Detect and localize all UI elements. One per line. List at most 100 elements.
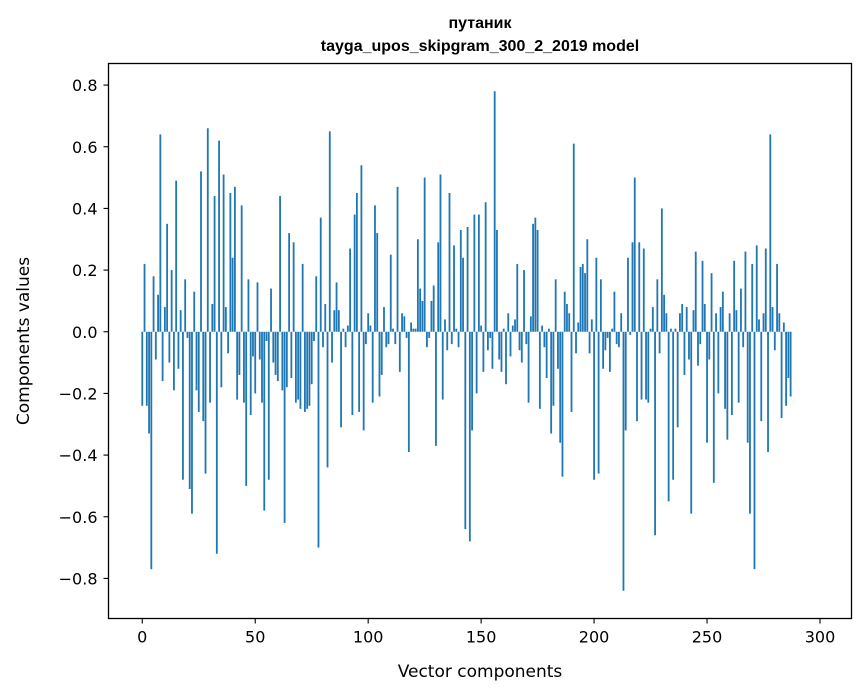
bar [699,331,702,345]
bar [620,313,623,332]
bar [410,322,413,332]
bar [243,331,245,403]
bar [631,242,634,332]
bar [385,331,388,348]
bar [150,331,153,570]
bar [548,328,550,332]
bar [581,263,584,332]
bar [749,331,751,514]
bar [505,331,507,385]
bar [306,331,309,409]
bar [566,304,568,332]
bar [730,331,733,415]
bar [389,254,392,332]
bar [308,331,311,406]
bar [593,331,595,480]
plot-area-frame [107,62,853,620]
bar [480,325,483,332]
bar [532,223,534,332]
bar [728,313,731,332]
bar [692,310,695,332]
bar-series [141,91,792,591]
bar [595,257,598,332]
y-axis-ticks: −0.8 −0.6 −0.4 −0.2 0.0 0.2 0.4 0.6 0.8 [59,76,109,588]
bar [651,307,654,332]
bar [462,257,464,332]
bar [550,331,553,434]
bar [629,331,632,335]
bar [665,313,668,332]
x-tick-label: 100 [353,628,384,647]
bar [649,328,652,332]
bar [279,196,281,332]
bar [780,331,783,419]
bar [374,205,376,332]
bar [778,313,781,332]
bar [584,273,586,332]
bar [191,331,193,514]
bar [654,331,656,536]
bar [525,331,528,345]
x-tick-label: 200 [579,628,610,647]
bar [446,331,449,351]
bar [627,257,629,332]
y-tick-label: −0.8 [59,569,98,588]
bar [186,331,189,338]
bar [487,331,489,351]
bar [572,143,575,332]
bar [776,263,778,332]
bar [475,331,478,394]
bar [200,171,202,332]
bar [638,242,641,332]
bar [658,331,661,354]
bar [258,331,261,360]
bar [527,331,530,403]
bar [679,313,681,332]
bar [369,325,372,332]
bar [274,331,277,375]
bar [710,273,713,332]
bar [206,128,209,332]
bar [516,263,519,332]
y-tick-label: 0.8 [72,76,97,95]
bar [238,331,241,375]
bar [426,331,428,348]
bar [764,248,767,332]
bar [773,331,776,351]
bar [496,230,498,332]
bar [168,331,171,363]
bar [240,205,243,332]
bar [227,331,230,354]
bar [611,328,614,332]
bar [437,242,440,332]
bar [681,304,684,332]
bar [148,331,150,434]
bar [202,331,205,422]
bar [448,193,451,332]
bar [247,279,250,332]
bar [724,331,727,409]
bar [141,331,144,406]
bar [392,328,394,332]
bar [502,328,505,332]
bar [708,331,711,360]
bar [414,328,417,332]
bar [360,165,363,332]
bar [570,331,573,412]
bar [335,282,338,332]
bar [209,331,211,403]
bar [717,331,720,394]
y-axis-label: Components values [14,257,34,425]
bar [261,331,263,403]
bar [173,331,175,391]
bar [719,307,722,332]
bar [152,276,155,332]
bar [163,307,166,332]
x-axis-ticks: 0 50 100 150 200 250 300 [137,618,835,647]
bar [568,313,571,332]
bar [222,174,225,332]
bar [337,310,340,332]
x-tick-label: 50 [245,628,265,647]
bar [782,322,785,332]
